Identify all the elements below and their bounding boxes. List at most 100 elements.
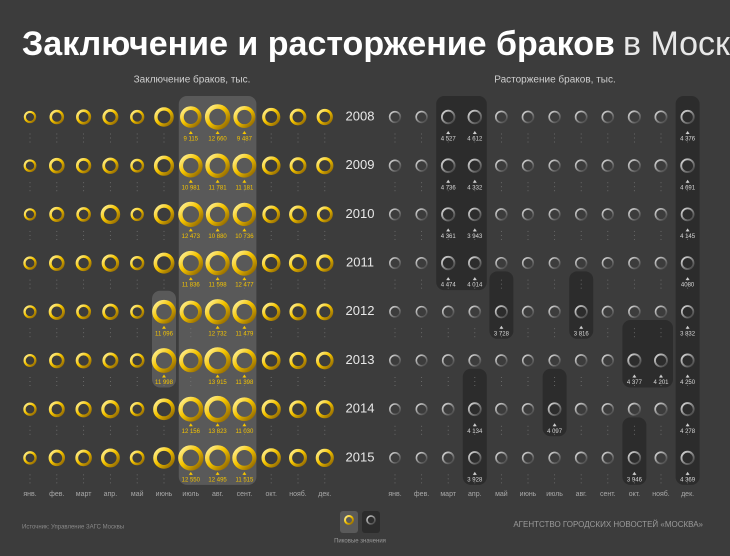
value-label: 11 096 (155, 331, 174, 337)
ring (205, 153, 230, 178)
dot (580, 478, 582, 480)
dot (474, 186, 476, 188)
ring (154, 107, 174, 127)
dot (136, 377, 138, 378)
dot (270, 377, 272, 378)
dot (163, 141, 165, 143)
label-pointer (685, 325, 690, 329)
dot (56, 190, 58, 192)
dot (190, 478, 192, 480)
dot (29, 336, 31, 338)
ring (130, 304, 145, 319)
dot (394, 381, 396, 382)
ring (75, 352, 92, 369)
dot (394, 279, 396, 281)
ring (48, 449, 66, 467)
dot (109, 141, 111, 143)
dot (633, 234, 635, 236)
value-label: 12 732 (208, 331, 227, 337)
dot (633, 332, 635, 334)
dot (243, 381, 245, 382)
label-pointer (215, 471, 220, 475)
dot (633, 238, 635, 240)
ring (151, 348, 177, 373)
dot (324, 238, 326, 240)
title-main: Заключение и расторжение браков (22, 25, 615, 63)
dot (607, 429, 609, 431)
ring (101, 254, 120, 272)
legend-box (362, 511, 380, 533)
ring (440, 158, 456, 174)
ring (415, 208, 428, 221)
dot (687, 433, 689, 435)
dot (136, 133, 138, 135)
dot (394, 336, 396, 338)
dot (190, 141, 192, 143)
dot (394, 238, 396, 240)
dot (394, 429, 396, 431)
label-pointer (188, 423, 193, 427)
dot (660, 433, 662, 435)
dot (527, 332, 529, 334)
dot (554, 381, 556, 382)
ring (494, 110, 508, 124)
dot (29, 328, 31, 330)
month-label: апр. (104, 491, 118, 498)
ring (654, 353, 668, 368)
dot (474, 287, 476, 289)
dot (421, 133, 423, 135)
ring (204, 104, 231, 130)
series-label: Заключение браков, тыс. (134, 74, 251, 86)
ring (467, 109, 483, 125)
ring (153, 447, 175, 469)
dot (243, 190, 245, 192)
dot (83, 133, 85, 135)
ring (680, 450, 695, 465)
dot (527, 385, 529, 386)
dot (56, 381, 58, 382)
dot (394, 141, 396, 143)
dot (607, 287, 609, 289)
dot (554, 190, 556, 192)
dot (163, 182, 165, 184)
dot (29, 474, 31, 476)
dot (297, 429, 299, 431)
dot (447, 482, 449, 484)
dot (607, 433, 609, 435)
dot (660, 287, 662, 289)
month-label: окт. (629, 491, 640, 498)
ring (467, 402, 482, 417)
dot (56, 283, 58, 285)
label-pointer (499, 325, 504, 329)
month-label: дек. (318, 491, 331, 498)
ring (574, 402, 588, 416)
dot (447, 137, 449, 139)
dot (190, 234, 192, 236)
dot (580, 474, 582, 476)
dot (217, 186, 219, 188)
dot (270, 433, 272, 435)
dot (554, 230, 556, 232)
dot (56, 133, 58, 135)
dot (554, 133, 556, 135)
ring (49, 109, 65, 125)
dot (190, 137, 192, 139)
dot (500, 186, 502, 188)
month-label: март (440, 491, 456, 498)
label-pointer (472, 179, 477, 183)
dot (607, 336, 609, 338)
dot (190, 238, 192, 240)
ring (180, 106, 202, 128)
dot (660, 283, 662, 285)
dot (243, 283, 245, 285)
ring (628, 208, 641, 221)
dot (447, 429, 449, 431)
dot (421, 182, 423, 184)
dot (633, 482, 635, 484)
dot (270, 182, 272, 184)
label-pointer (162, 374, 166, 378)
ring (102, 157, 119, 174)
ring (521, 402, 535, 416)
dot (660, 429, 662, 431)
